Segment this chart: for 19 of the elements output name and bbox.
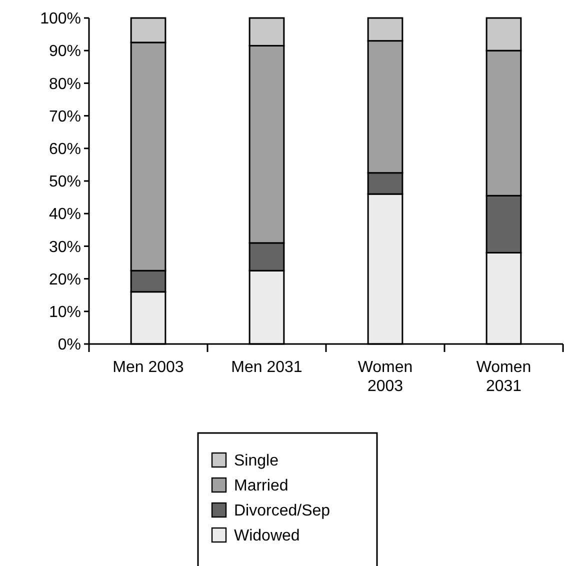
y-tick-label: 50% [48, 174, 81, 191]
y-tick-label: 60% [48, 141, 81, 158]
x-tick-label: Men 2031 [231, 359, 302, 376]
legend-label: Divorced/Sep [234, 502, 330, 520]
x-tick-label: Women 2031 [476, 359, 532, 395]
y-tick-label: 100% [40, 10, 81, 28]
y-tick-label: 20% [48, 271, 81, 288]
y-tick-label: 30% [48, 238, 81, 256]
x-tick-label: Men 2003 [112, 359, 184, 376]
legend-label: Married [234, 478, 288, 495]
x-tick-label: Women 2003 [358, 359, 413, 395]
y-tick-label: 70% [48, 108, 81, 126]
y-tick-label: 0% [58, 336, 81, 354]
y-tick-label: 40% [48, 206, 81, 224]
y-tick-label: 80% [48, 76, 81, 93]
y-tick-label: 90% [48, 43, 81, 60]
y-tick-label: 10% [48, 304, 81, 321]
legend-label: Widowed [234, 528, 300, 545]
legend-label: Single [234, 452, 279, 470]
